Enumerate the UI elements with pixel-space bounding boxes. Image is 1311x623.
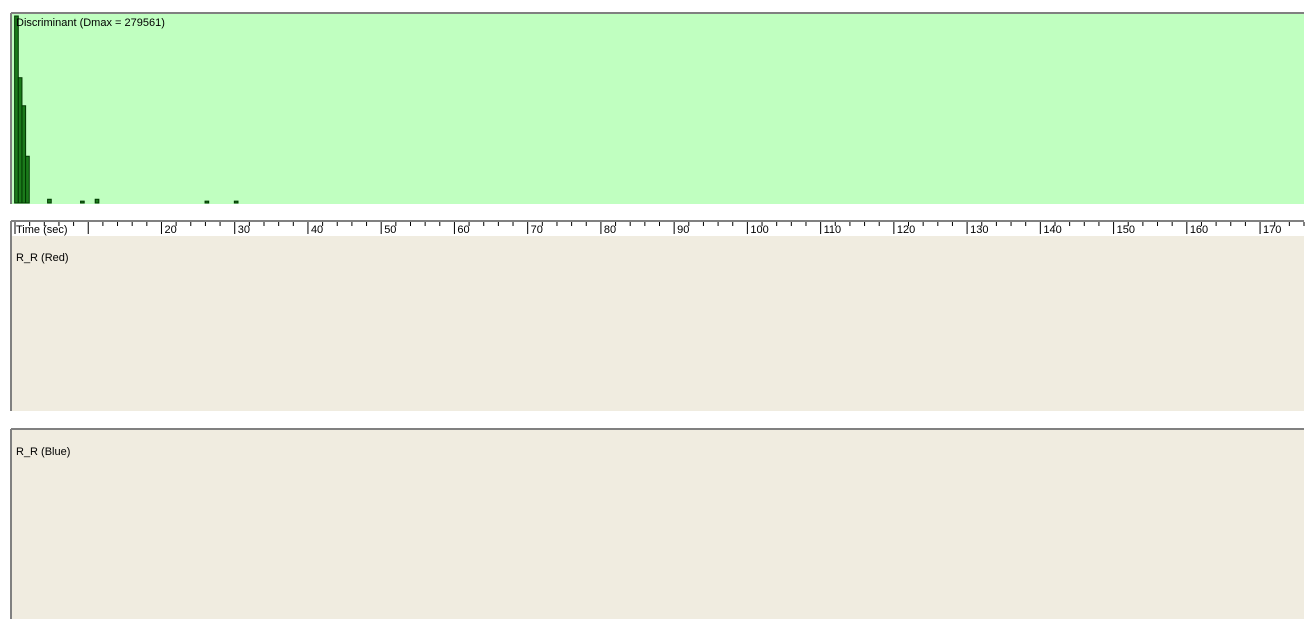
time-axis-ticks: 20 30 40 50 60 70 80 90 100 110 120 130 140 150 160 170 [14, 222, 1305, 236]
bar [233, 200, 239, 204]
bar [80, 200, 85, 204]
tick-label: 130 [970, 224, 988, 236]
red-title: R_R (Red) [16, 252, 69, 264]
bar [14, 15, 19, 204]
red-panel: R_R (Red) [10, 236, 1304, 411]
tick-label: 160 [1190, 224, 1208, 236]
discriminant-title: Discriminant (Dmax = 279561) [16, 17, 165, 29]
tick-label: 70 [531, 224, 543, 236]
bar [17, 77, 23, 204]
red-plot-area [11, 236, 1304, 411]
bar [94, 198, 100, 204]
blue-panel: R_R (Blue) [10, 428, 1304, 619]
tick-label: 20 [164, 224, 176, 236]
discriminant-panel: Discriminant (Dmax = 279561) [10, 12, 1304, 204]
bar [204, 200, 210, 204]
tick-label: 60 [457, 224, 469, 236]
time-axis: 20 30 40 50 60 70 80 90 100 110 120 130 140 150 160 170… [10, 220, 1305, 236]
tick-label: 30 [238, 224, 250, 236]
tick-label: 110 [824, 224, 842, 236]
tick-label: 50 [384, 224, 396, 236]
bar [25, 155, 30, 204]
tick-label: 40 [311, 224, 323, 236]
blue-plot-area [11, 429, 1304, 619]
discriminant-bars [14, 15, 239, 204]
tick-label: 80 [604, 224, 616, 236]
tick-label: 100 [750, 224, 768, 236]
tick-label: 90 [677, 224, 689, 236]
bar [47, 198, 52, 204]
blue-title: R_R (Blue) [16, 446, 70, 458]
tick-label: 120 [897, 224, 915, 236]
tick-label: 150 [1117, 224, 1135, 236]
time-axis-label: Time (sec) [16, 224, 68, 236]
bar [21, 105, 27, 204]
tick-label: 140 [1043, 224, 1061, 236]
tick-label: 170 [1263, 224, 1281, 236]
discriminant-plot-area [11, 13, 1304, 204]
